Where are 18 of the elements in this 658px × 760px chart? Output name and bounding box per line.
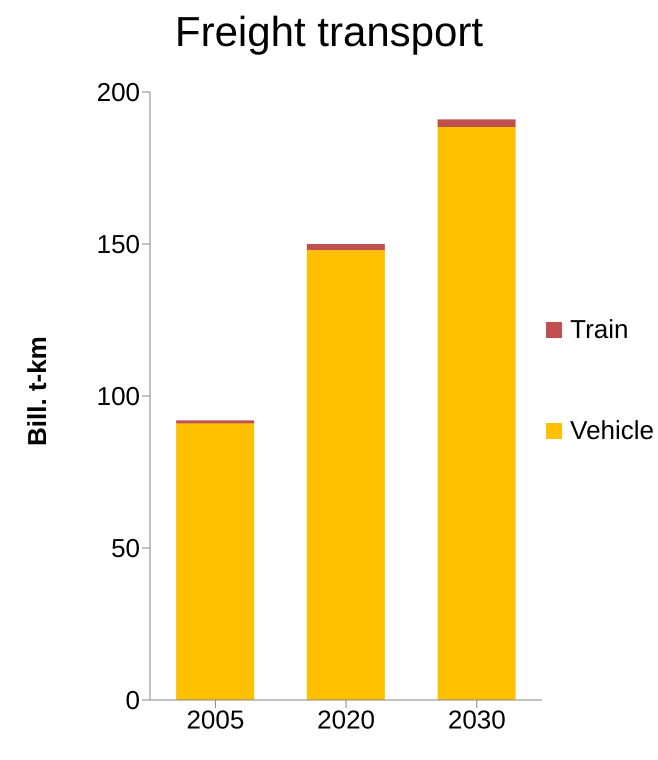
y-tick-label: 200 — [96, 77, 140, 108]
x-tick-label: 2030 — [448, 704, 506, 734]
y-tick-label: 100 — [96, 381, 140, 412]
y-tick-label: 50 — [111, 533, 140, 564]
y-tick-label: 0 — [126, 685, 140, 716]
bar — [438, 119, 516, 127]
y-axis-title: Bill. t-km — [22, 336, 52, 446]
legend-label: Vehicle — [570, 415, 654, 446]
x-tick-label: 2005 — [186, 704, 244, 734]
bar — [306, 244, 385, 250]
bar — [176, 423, 254, 700]
legend-label: Train — [570, 314, 628, 345]
y-tick-label: 150 — [96, 229, 140, 260]
bar — [438, 126, 516, 700]
bar — [176, 420, 254, 424]
x-tick-label: 2020 — [317, 704, 375, 734]
chart-title: Freight transport — [174, 8, 484, 56]
bar — [306, 250, 385, 700]
